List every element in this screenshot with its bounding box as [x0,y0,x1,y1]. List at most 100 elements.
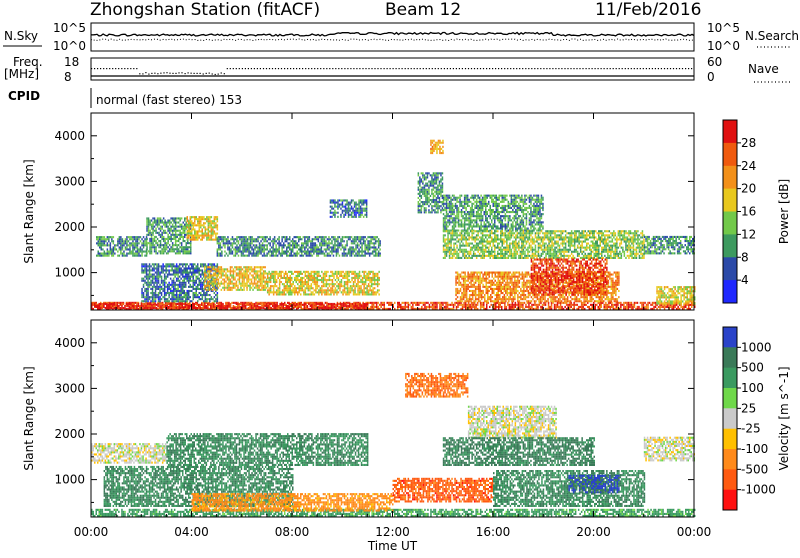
power-cell [402,306,404,308]
power-cell [199,216,201,218]
power-cell [342,277,344,279]
power-cell [236,283,238,285]
power-cell [218,305,220,307]
power-cell [299,291,301,293]
power-cell [298,303,300,305]
power-cell [144,300,146,302]
power-cell [302,285,304,287]
power-cell [231,302,233,304]
power-cell [336,238,338,240]
power-cell [259,242,261,244]
power-cell [285,240,287,242]
power-cell [494,304,496,306]
power-cell [293,291,295,293]
power-cell [138,248,140,250]
power-cell [430,302,432,304]
power-cell [595,304,597,306]
power-cell [283,246,285,248]
power-cell [199,278,201,280]
power-cell [331,236,333,238]
power-cell [289,248,291,250]
power-cell [306,251,308,253]
power-cell [334,248,336,250]
power-cell [673,306,675,308]
power-cell [187,220,189,222]
power-cell [131,242,133,244]
power-cell [303,283,305,285]
power-cell [227,279,229,281]
power-cell [350,287,352,289]
nave-dot [601,68,602,69]
power-cell [152,288,154,290]
power-cell [156,278,158,280]
power-cell [323,281,325,283]
power-cell [236,289,238,291]
power-cell [276,273,278,275]
power-cell [357,281,359,283]
power-cell [237,303,239,305]
power-cell [117,302,119,304]
power-cell [384,302,386,304]
power-cell [457,304,459,306]
power-cell [194,220,196,222]
power-cell [326,303,328,305]
power-cell [367,242,369,244]
power-cell [199,282,201,284]
power-cell [167,238,169,240]
power-cell [147,284,149,286]
power-cell [297,273,299,275]
power-cell [296,279,298,281]
power-cell [234,266,236,268]
power-cell [200,307,202,309]
power-cell [256,253,257,255]
power-cell [233,238,235,240]
power-cell [171,300,173,302]
power-cell [182,265,184,267]
power-cell [205,300,207,302]
power-cell [351,242,353,244]
power-cell [376,255,378,257]
power-cell [257,266,259,268]
power-cell [537,304,539,306]
power-cell [330,289,332,291]
nave-dot [326,68,327,69]
power-cell [129,236,131,238]
power-cell [329,289,331,291]
power-cell [215,224,217,226]
power-cell [281,236,283,238]
power-cell [358,240,360,242]
power-cell [332,281,334,283]
power-cell [309,240,311,242]
power-cell [207,307,209,309]
power-cell [137,255,139,257]
power-cell [176,252,178,254]
power-cell [286,251,288,253]
power-cell [647,306,649,308]
power-cell [168,263,170,265]
power-cell [243,305,245,307]
power-cell [353,291,355,293]
power-cell [200,282,202,284]
power-cell [339,244,341,246]
power-cell [101,248,103,250]
nave-dot [610,68,611,69]
power-cell [628,304,630,306]
nave-dot [546,68,547,69]
power-cell [234,307,236,309]
power-cell [353,273,355,275]
power-cell [170,240,172,242]
power-cell [234,270,236,272]
power-cell [187,239,189,241]
nave-dot [296,68,297,69]
power-cell [131,251,133,253]
power-cell [294,255,296,257]
power-cell [183,222,185,224]
power-cell [230,266,232,268]
power-cell [323,273,325,275]
power-cell [318,251,320,253]
power-cell [203,218,205,220]
power-cell [167,274,169,276]
power-cell [264,287,266,289]
power-cell [106,305,108,307]
power-cell [581,306,583,308]
